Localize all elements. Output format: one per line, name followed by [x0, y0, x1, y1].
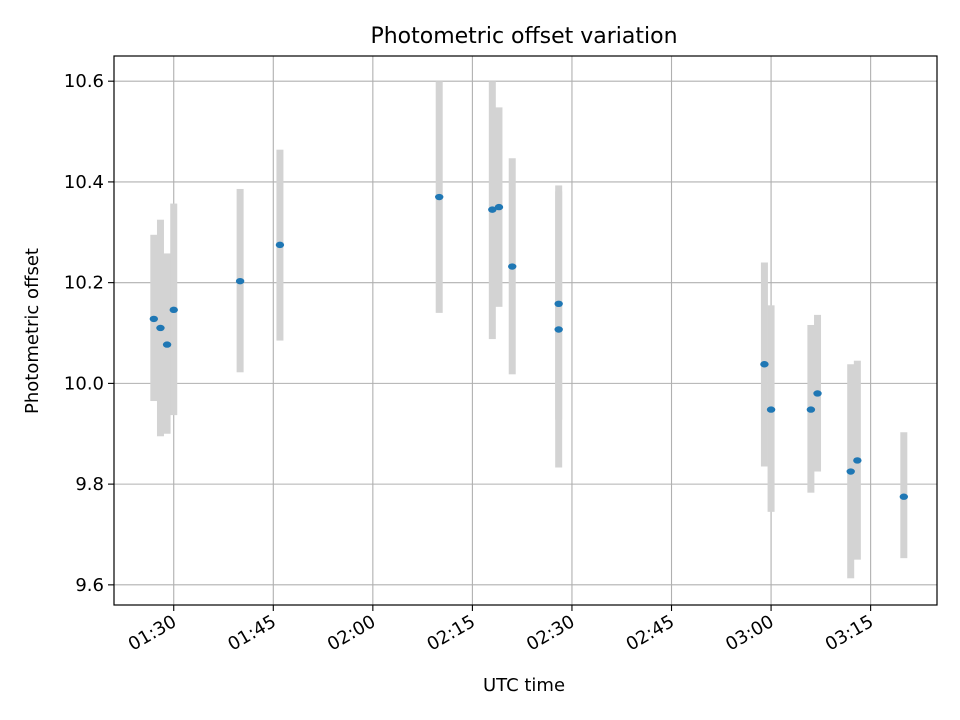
data-point [149, 315, 159, 323]
data-point [766, 406, 776, 413]
x-tick-label: 03:00 [722, 611, 777, 655]
y-tick-label: 9.8 [75, 474, 104, 495]
error-bars [150, 81, 908, 579]
data-point [156, 324, 165, 332]
y-axis: 9.6 9.8 10.0 10.2 10.4 10.6 [64, 71, 114, 596]
x-tick-label: 03:15 [822, 611, 877, 655]
y-tick-label: 10.0 [64, 373, 104, 394]
chart-title: Photometric offset variation [370, 24, 677, 49]
data-point [508, 263, 517, 270]
x-tick-label: 02:00 [324, 611, 379, 655]
data-point [813, 390, 822, 397]
y-tick-label: 10.6 [64, 71, 104, 92]
data-point [435, 193, 444, 201]
data-point [235, 277, 245, 285]
data-points [149, 193, 909, 500]
y-tick-label: 10.2 [64, 273, 104, 294]
x-tick-label: 02:15 [423, 611, 478, 655]
y-axis-label: Photometric offset [22, 248, 43, 414]
data-point [853, 457, 862, 464]
x-tick-label: 02:30 [523, 611, 578, 655]
data-point [760, 361, 769, 368]
x-axis: 01:30 01:45 02:00 02:15 02:30 02:45 03:00 03:15 [125, 605, 877, 655]
data-point [554, 326, 563, 333]
x-axis-label: UTC time [483, 675, 565, 696]
plot-frame [113, 55, 938, 606]
data-point [494, 203, 504, 211]
data-point [846, 468, 855, 475]
y-tick-label: 9.6 [75, 575, 104, 596]
data-point [554, 300, 563, 308]
data-point [488, 206, 497, 213]
data-point [899, 493, 909, 500]
data-point [169, 306, 178, 314]
x-tick-label: 01:45 [224, 611, 279, 655]
data-point [275, 241, 285, 249]
data-point [806, 406, 816, 413]
x-tick-label: 02:45 [623, 611, 678, 655]
data-point [162, 341, 172, 348]
y-tick-label: 10.4 [64, 172, 104, 193]
x-tick-label: 01:30 [125, 611, 180, 655]
